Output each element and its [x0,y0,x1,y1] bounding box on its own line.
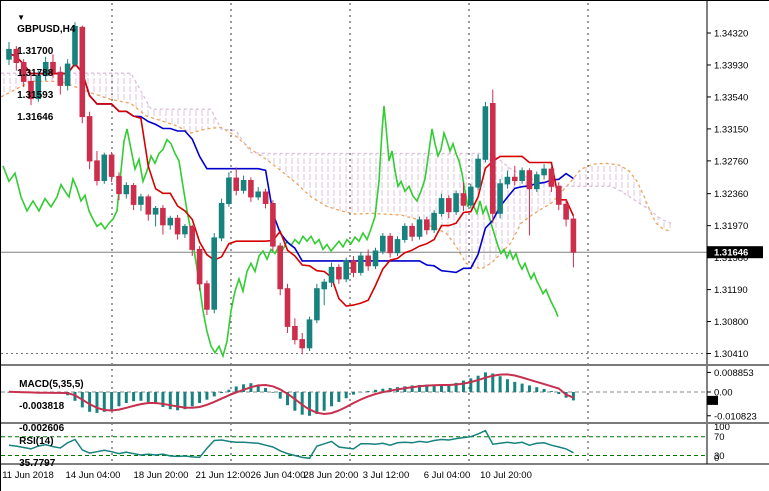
price-axis[interactable]: 1.34320 1.33930 1.33540 1.33150 1.32760 1.323… [706,1,763,464]
time-axis-label: 18 Jun 20:00 [134,470,189,481]
ohlc-close: 1.31646 [17,112,54,123]
macd-current-tag [707,395,718,405]
ichimoku-cloud-region [1,72,672,270]
tenkan-line [8,52,575,307]
rsi-value: 35.7797 [19,458,56,469]
time-axis-label: 21 Jun 12:00 [196,470,251,481]
time-axis-label: 6 Jul 04:00 [424,470,470,481]
axis-label: 1.32360 [714,189,748,200]
ohlc-open: 1.31700 [17,46,54,57]
axis-label: 1.30800 [714,317,748,328]
axis-label: 1.33540 [714,92,748,103]
axis-label: 0 [714,453,719,464]
current-price-tag [707,246,763,259]
pane-separator-rsi[interactable] [1,422,769,424]
rsi-name: RSI(14) [19,436,54,447]
time-axis[interactable]: 11 Jun 2018 14 Jun 04:00 18 Jun 20:00 21 Ju… [1,463,769,481]
rsi-indicator-label: RSI(14) 35.7797 [8,425,55,480]
ohlc-low: 1.31593 [17,90,54,101]
axis-label: 1.31190 [714,285,748,296]
current-price-tag-text: 1.31646 [714,248,748,259]
rsi-line [8,429,574,460]
pane-separator-macd[interactable] [1,364,769,366]
time-axis-label: 14 Jun 04:00 [66,470,121,481]
axis-label: 1.31580 [714,253,748,264]
axis-label: 0.008853 [714,368,754,379]
axis-label: 1.33150 [714,124,748,135]
chart-dropdown-icon[interactable]: ▼ [17,13,26,22]
chart-title: ▼ GBPUSD,H4 1.31700 1.31788 1.31593 1.31… [6,2,75,134]
symbol-period-label: GBPUSD,H4 [17,24,76,35]
axis-label: -0.010823 [714,411,757,422]
axis-label: 100 [714,422,730,433]
macd-name: MACD(5,35,5) [19,379,84,390]
time-axis-label: 3 Jul 12:00 [363,470,409,481]
time-axis-label: 26 Jun 04:00 [251,470,306,481]
axis-label: 0.00 [714,388,733,399]
axis-label: 1.32760 [714,156,748,167]
time-axis-label: 28 Jun 20:00 [304,470,359,481]
macd-signal-line [8,373,574,416]
axis-label: 1.30410 [714,349,748,360]
ohlc-high: 1.31788 [17,68,54,79]
candlestick-series [6,22,577,355]
axis-label: 1.33930 [714,61,748,72]
macd-histogram [7,372,575,416]
macd-value-main: -0.003818 [19,401,65,412]
axis-label: 1.34320 [714,29,748,40]
time-axis-label: 11 Jun 2018 [2,470,54,481]
axis-label: 70 [714,432,725,443]
cloud-fill [1,73,671,270]
senkou-b-line [1,72,672,224]
macd-value-signal: -0.002606 [19,423,65,434]
axis-label: 30 [714,451,725,462]
macd-indicator-label: MACD(5,35,5) -0.003818 -0.002606 [8,368,84,445]
axis-label: 1.31970 [714,221,748,232]
time-axis-label: 10 Jul 20:00 [480,470,532,481]
